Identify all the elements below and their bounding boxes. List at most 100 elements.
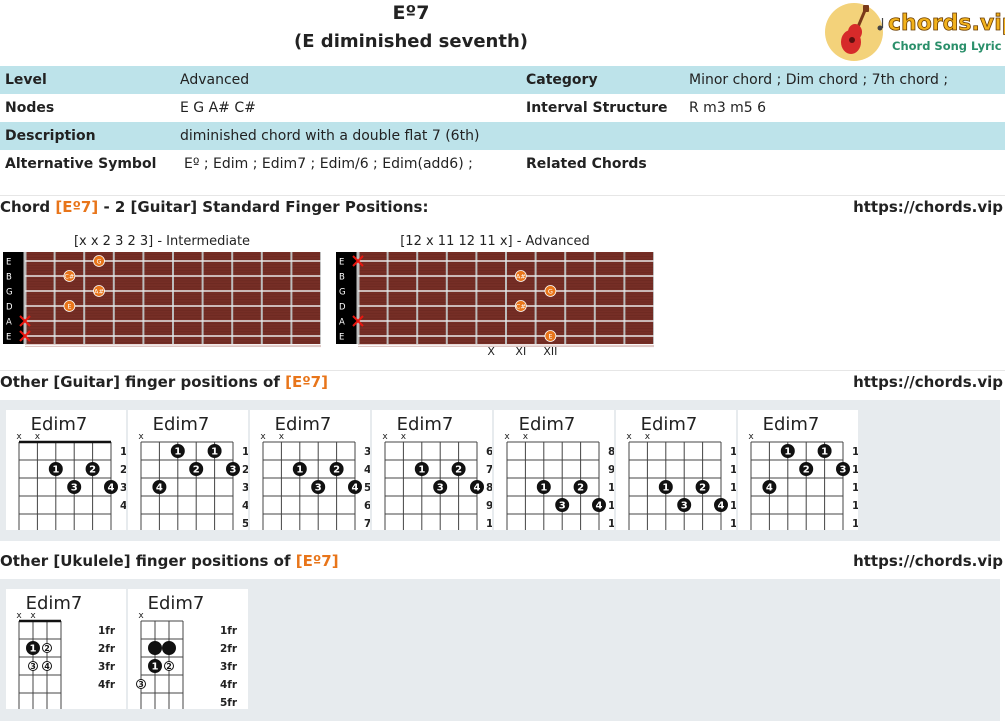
diagram-background [6,589,126,709]
note-dot[interactable] [93,255,105,267]
note-dot[interactable] [514,270,527,282]
ukulele-diagram-card-2[interactable]: Edim7 x 1fr 2fr 3fr 4fr 5fr 1 2 3 [128,589,248,709]
finger-dot[interactable] [148,641,162,655]
finger-dot[interactable] [433,480,448,494]
finger-dot[interactable] [136,679,146,689]
finger-dot[interactable] [836,462,850,476]
section2-chord-link[interactable]: [Eº7] [285,373,328,391]
finger-dot[interactable] [555,498,570,512]
finger-dot[interactable] [162,641,176,655]
guitar-diagram-card-5[interactable]: Edim7xx8fr9fr10fr11fr12fr1234 [494,410,614,530]
finger-dot[interactable] [104,480,118,494]
guitar-diagram-card-6[interactable]: Edim7xx11fr12fr13fr14fr15fr1234 [616,410,736,530]
guitar-diagram-card-3[interactable]: Edim7xx3fr4fr5fr6fr7fr1234 [250,410,370,530]
finger-dot[interactable] [28,661,38,671]
note-dot[interactable] [93,285,105,297]
note-name-label: G [548,288,553,296]
info-row-alt: Alternative Symbol Eº ; Edim ; Edim7 ; E… [0,150,1005,178]
site-url-1[interactable]: https://chords.vip [853,198,1003,216]
diagram-fret-number: 4fr [364,464,370,476]
note-name-label: C# [64,273,74,281]
related-chords-value[interactable] [684,150,1005,178]
muted-string-icon: x [401,432,407,442]
note-dot[interactable] [544,330,557,342]
finger-dot[interactable] [152,480,167,494]
divider [0,370,1005,371]
finger-dot[interactable] [329,462,344,476]
guitar-diagram-card-7[interactable]: Edim7x13fr14fr15fr16fr17fr11234 [738,410,858,530]
finger-number-label: 4 [352,483,359,494]
finger-dot[interactable] [470,480,484,494]
level-label: Level [0,66,175,94]
diagram-fret-number: 13fr [852,446,858,458]
finger-dot[interactable] [658,480,673,494]
finger-dot[interactable] [67,480,82,494]
interval-label: Interval Structure [526,100,668,116]
category-value: Minor chord ; Dim chord ; 7th chord ; [684,66,1005,94]
finger-dot[interactable] [207,444,222,458]
section3-prefix: Other [Ukulele] finger positions of [0,552,296,570]
diagram-fret-number: 2fr [220,643,238,655]
diagram-fret-number: 14fr [852,464,858,476]
finger-dot[interactable] [762,480,777,494]
finger-dot[interactable] [48,462,63,476]
muted-string-icon: x [260,432,266,442]
finger-dot[interactable] [26,641,40,655]
site-logo[interactable]: chords.vip Chord Song Lyric [822,0,1005,62]
interval-value: R m3 m5 6 [689,100,767,116]
site-url-3[interactable]: https://chords.vip [853,552,1003,570]
finger-dot[interactable] [451,462,466,476]
finger-dot[interactable] [348,480,362,494]
finger-dot[interactable] [714,498,728,512]
note-dot[interactable] [514,300,527,312]
note-dot[interactable] [544,285,557,297]
section3-chord-link[interactable]: [Eº7] [295,552,339,570]
finger-dot[interactable] [292,462,307,476]
finger-number-label: 3 [559,501,566,512]
finger-dot[interactable] [226,462,240,476]
diagram-fret-number: 3fr [364,446,370,458]
finger-dot[interactable] [573,480,588,494]
diagram-fret-number: 17fr [852,518,858,530]
finger-dot[interactable] [42,661,52,671]
finger-dot[interactable] [164,661,174,671]
section-ukulele-positions-title: Other [Ukulele] finger positions of [Eº7… [0,552,339,570]
diagram-fret-number: 6fr [486,446,492,458]
finger-number-label: 3 [437,483,444,494]
diagram-chord-name: Edim7 [763,414,820,435]
finger-dot[interactable] [414,462,429,476]
finger-dot[interactable] [677,498,692,512]
muted-string-icon: x [382,432,388,442]
logo-tagline: Chord Song Lyric [892,39,1002,53]
finger-number-label: 2 [455,465,462,476]
site-url-2[interactable]: https://chords.vip [853,373,1003,391]
finger-dot[interactable] [148,659,162,673]
finger-dot[interactable] [695,480,710,494]
finger-dot[interactable] [780,444,795,458]
guitar-diagram-card-4[interactable]: Edim7xx6fr7fr8fr9fr10fr1234 [372,410,492,530]
section1-chord-link[interactable]: [Eº7] [55,198,99,216]
finger-dot[interactable] [189,462,204,476]
finger-dot[interactable] [799,462,814,476]
finger-dot[interactable] [311,480,326,494]
finger-dot[interactable] [817,444,832,458]
diagram-fret-number: 8fr [486,482,492,494]
finger-number-label: 3 [30,662,36,671]
note-dot[interactable] [63,300,76,312]
diagram-fret-number: 4fr [120,500,126,512]
finger-dot[interactable] [592,498,606,512]
note-dot[interactable] [63,270,76,282]
finger-dot[interactable] [536,480,551,494]
finger-dot[interactable] [85,462,100,476]
muted-string-icon: x [645,432,651,442]
string-name-label: E [6,333,11,343]
chord-info-table: Level Advanced Category Minor chord ; Di… [0,66,1005,178]
finger-dot[interactable] [170,444,185,458]
finger-dot[interactable] [42,643,52,653]
guitar-diagram-card-2[interactable]: Edim7x1fr2fr3fr4fr5fr11234 [128,410,248,530]
diagram-fret-number: 12fr [608,518,614,530]
